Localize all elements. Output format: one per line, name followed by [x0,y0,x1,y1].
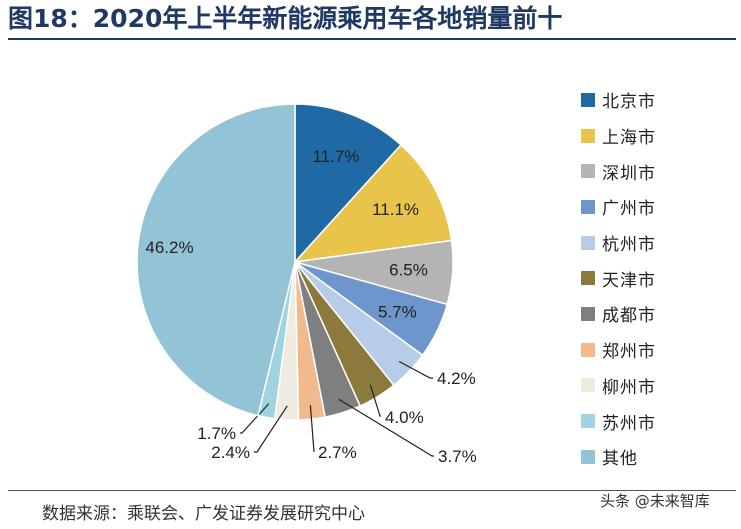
legend-swatch [581,449,595,464]
source-divider [8,490,736,491]
data-label-1: 11.1% [372,200,419,219]
data-label-9: 1.7% [197,424,236,443]
legend-item: 天津市 [581,260,656,296]
legend-swatch [581,271,595,286]
legend-label: 广州市 [602,199,656,220]
data-label-3: 5.7% [378,303,417,322]
legend-swatch [581,414,595,429]
legend-label: 成都市 [602,306,656,327]
legend-label: 其他 [602,449,638,470]
legend-swatch [581,164,595,179]
legend-item: 柳州市 [581,368,656,404]
leader-line-5 [369,384,381,417]
leader-line-4 [398,360,433,379]
data-label-2: 6.5% [389,261,428,280]
legend-label: 柳州市 [602,377,656,398]
legend-item: 郑州市 [581,332,656,368]
slice-10 [136,103,296,417]
legend-swatch [581,235,595,250]
legend-swatch [581,92,595,107]
legend-swatch [581,378,595,393]
data-label-8: 2.4% [211,443,250,462]
legend-item: 其他 [581,439,656,475]
legend-label: 北京市 [602,92,656,113]
data-label-7: 2.7% [318,443,357,462]
data-label-6: 3.7% [438,447,477,466]
legend-item: 成都市 [581,296,656,332]
source-note: 数据来源：乘联会、广发证券发展研究中心 [42,504,365,524]
data-label-0: 11.7% [312,147,359,166]
legend-label: 上海市 [602,128,656,149]
data-label-5: 4.0% [385,408,424,427]
legend-swatch [581,128,595,143]
data-label-4: 4.2% [437,369,476,388]
leader-line-8 [254,405,288,453]
legend-label: 苏州市 [602,413,656,434]
leader-line-7 [309,405,315,453]
figure-title: 图18：2020年上半年新能源乘用车各地销量前十 [8,4,563,33]
leader-line-9 [240,403,270,434]
legend-item: 苏州市 [581,403,656,439]
legend-item: 杭州市 [581,225,656,261]
legend-label: 深圳市 [602,163,656,184]
leader-line-6 [338,398,434,457]
legend-item: 深圳市 [581,153,656,189]
slice-1 [293,143,453,264]
legend-label: 天津市 [602,270,656,291]
watermark-text: 头条 @未来智库 [600,492,710,510]
legend-item: 上海市 [581,118,656,154]
data-label-10: 46.2% [145,238,193,257]
legend-swatch [581,342,595,357]
legend-swatch [581,306,595,321]
slice-0 [294,103,403,264]
legend-label: 郑州市 [602,342,656,363]
legend-item: 广州市 [581,189,656,225]
legend-label: 杭州市 [602,235,656,256]
legend-item: 北京市 [581,82,656,118]
chart-legend: 北京市上海市深圳市广州市杭州市天津市成都市郑州市柳州市苏州市其他 [581,82,656,475]
title-divider [8,38,736,40]
legend-swatch [581,199,595,214]
